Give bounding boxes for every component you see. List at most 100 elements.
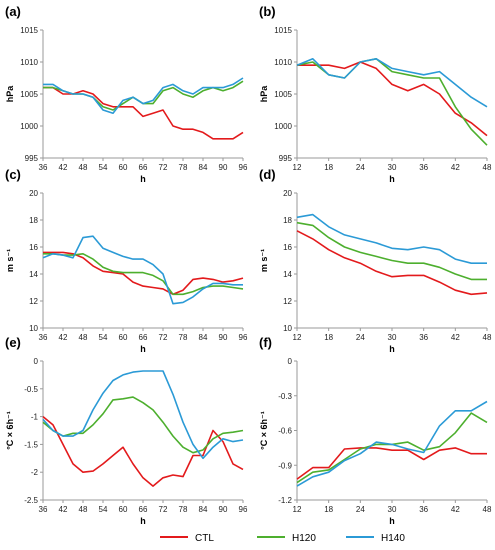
panel-e: -2.5 -2 -1.5 -1 -0.5 0 36 42 48 54 60 66 72 78 84 90 96 h… [5,335,248,526]
x-tick-label: 42 [59,505,68,514]
y-axis-label: °C × 6h⁻¹ [5,411,15,450]
x-tick-label: 24 [356,163,365,172]
x-tick-label: 12 [293,163,302,172]
panel-label: (a) [5,4,21,19]
y-tick-label: -0.3 [278,392,292,401]
panel-c: 10 12 14 16 18 20 36 42 48 54 60 66 72 78 84 90 96 h m s⁻¹… [5,167,248,354]
y-tick-label: 1010 [20,58,38,67]
series-line-h140 [42,370,244,460]
x-axis-label: h [389,516,395,526]
x-tick-label: 30 [388,163,397,172]
x-tick-label: 36 [419,333,428,342]
x-tick-label: 90 [219,333,228,342]
x-tick-label: 60 [119,333,128,342]
x-tick-label: 42 [59,163,68,172]
x-tick-label: 66 [139,505,148,514]
series-line-h140 [42,235,243,305]
series-line-h140 [296,213,487,265]
legend: CTL H120 H140 [160,533,405,544]
panel-label: (d) [259,167,276,182]
panel-label: (c) [5,167,21,182]
y-tick-label: 14 [29,270,38,279]
y-tick-label: -1.5 [24,440,38,449]
y-tick-label: 18 [283,216,292,225]
y-tick-label: -0.9 [278,461,292,470]
x-tick-label: 42 [451,163,460,172]
y-tick-label: -0.6 [278,427,292,436]
x-tick-label: 54 [99,505,108,514]
legend-label: H140 [381,533,405,544]
x-tick-label: 42 [59,333,68,342]
panel-label: (f) [259,335,272,350]
x-tick-label: 30 [388,333,397,342]
x-tick-label: 48 [483,163,492,172]
panel-f: -1.2 -0.9 -0.6 -0.3 0 12 18 24 30 36 42 48 h °C × 6h⁻… [259,335,492,526]
series-line-h120 [296,221,487,281]
x-tick-label: 36 [39,333,48,342]
panel-a: 995 1000 1005 1010 1015 36 42 48 54 60 66 72 78 84 90 9… [5,4,248,184]
y-axis-label: m s⁻¹ [5,249,15,272]
x-tick-label: 42 [451,505,460,514]
series-line-h140 [296,57,488,108]
x-tick-label: 84 [199,333,208,342]
y-tick-label: -1.2 [278,496,292,505]
panel-label: (e) [5,335,21,350]
series-line-h120 [43,253,244,296]
x-tick-label: 48 [483,505,492,514]
legend-item-ctl: CTL [160,533,214,544]
x-tick-label: 12 [293,505,302,514]
x-tick-label: 90 [219,505,228,514]
x-tick-label: 36 [39,163,48,172]
y-tick-label: 995 [279,154,293,163]
x-tick-label: 96 [239,505,248,514]
x-tick-label: 48 [79,333,88,342]
y-tick-label: 0 [34,357,39,366]
y-tick-label: 1010 [274,58,292,67]
legend-item-h140: H140 [346,533,405,544]
x-tick-label: 24 [356,505,365,514]
y-tick-label: 1000 [20,122,38,131]
series-line-ctl [297,61,488,137]
x-tick-label: 78 [179,163,188,172]
x-axis-label: h [140,516,146,526]
series-line-h120 [296,412,488,484]
x-axis-label: h [389,344,395,354]
legend-label: CTL [195,533,214,544]
x-tick-label: 96 [239,163,248,172]
y-tick-label: 12 [29,297,38,306]
y-tick-label: -0.5 [24,385,38,394]
x-axis-label: h [140,174,146,184]
y-tick-label: 20 [283,189,292,198]
y-axis-label: hPa [259,85,269,103]
y-tick-label: 1015 [20,26,38,35]
x-tick-label: 84 [199,505,208,514]
y-tick-label: 16 [283,243,292,252]
series-line-h120 [43,80,244,111]
y-tick-label: 1000 [274,122,292,131]
x-tick-label: 18 [324,163,333,172]
x-tick-label: 78 [179,505,188,514]
x-tick-label: 36 [39,505,48,514]
x-tick-label: 72 [159,163,168,172]
series-line-ctl [296,447,487,480]
x-tick-label: 72 [159,505,168,514]
x-tick-label: 18 [324,333,333,342]
series-line-h140 [296,400,488,487]
x-tick-label: 48 [79,505,88,514]
x-tick-label: 36 [419,505,428,514]
x-tick-label: 96 [239,333,248,342]
y-tick-label: 0 [288,357,293,366]
x-tick-label: 78 [179,333,188,342]
x-tick-label: 48 [483,333,492,342]
series-line-ctl [42,415,244,487]
y-tick-label: 20 [29,189,38,198]
x-tick-label: 54 [99,163,108,172]
x-tick-label: 84 [199,163,208,172]
y-tick-label: 14 [283,270,292,279]
y-tick-label: 1015 [274,26,292,35]
x-axis-label: h [389,174,395,184]
x-axis-label: h [140,344,146,354]
series-line-h120 [42,396,244,454]
x-tick-label: 90 [219,163,228,172]
series-line-h140 [43,77,244,114]
